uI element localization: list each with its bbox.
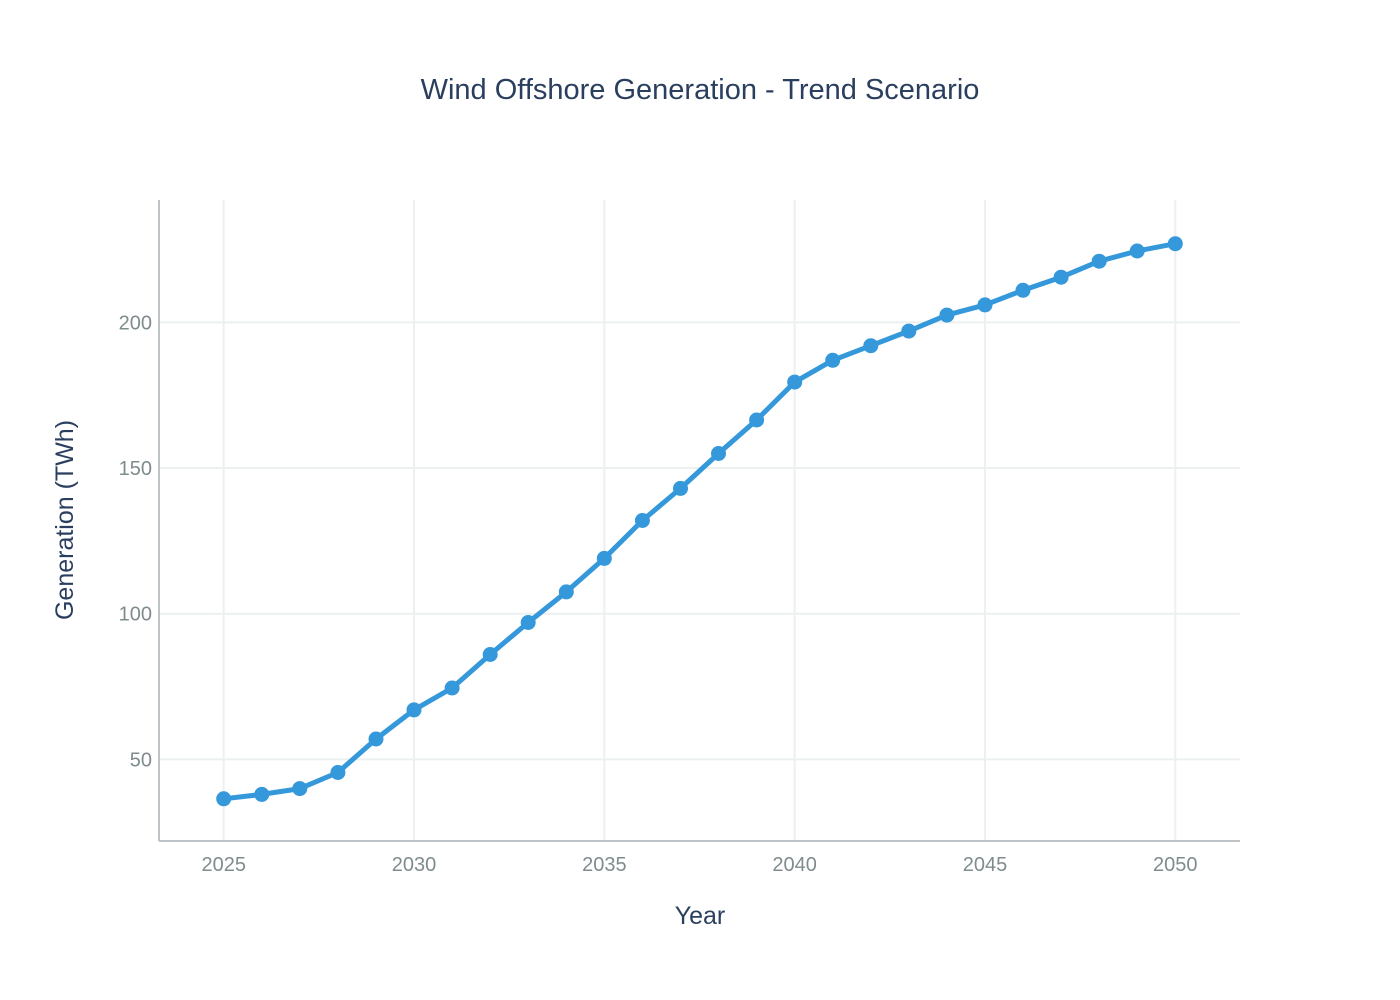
data-point (1167, 236, 1183, 252)
data-point (863, 338, 879, 354)
data-point (901, 323, 917, 339)
data-point (749, 412, 765, 428)
data-point (254, 786, 270, 802)
y-axis-title: Generation (TWh) (51, 420, 79, 620)
series-line-wind-offshore (221, 241, 1178, 802)
x-tick-label: 2040 (772, 854, 817, 876)
data-point (673, 480, 688, 496)
data-point (292, 781, 308, 797)
data-point (444, 680, 460, 696)
data-point (825, 352, 841, 368)
marker-layer (216, 236, 1183, 807)
data-point (596, 550, 612, 566)
x-axis-title: Year (675, 902, 726, 930)
data-point (1015, 282, 1031, 298)
data-point (216, 791, 232, 807)
data-point (368, 731, 384, 747)
data-point (711, 446, 726, 461)
chart-title: Wind Offshore Generation - Trend Scenari… (421, 74, 980, 106)
data-point (406, 702, 422, 718)
x-tick-label: 2030 (392, 854, 437, 876)
data-point (1091, 253, 1107, 269)
data-point (939, 307, 955, 323)
data-point (520, 615, 536, 630)
y-tick-label: 200 (119, 312, 152, 334)
data-point (977, 297, 993, 313)
data-point (330, 765, 346, 780)
data-point (482, 647, 498, 662)
y-tick-label: 150 (119, 458, 152, 480)
grid-layer (159, 200, 1240, 841)
data-point (634, 513, 650, 528)
y-tick-label: 50 (130, 749, 152, 771)
x-tick-label: 2035 (582, 854, 627, 876)
x-tick-label: 2050 (1153, 854, 1198, 876)
data-point (1053, 269, 1069, 285)
y-tick-label: 100 (119, 604, 152, 626)
tick-layer: 2025 2030 2035 2040 2045 2050 50 100 150 200 (119, 312, 1198, 876)
data-point (1129, 243, 1145, 259)
x-tick-label: 2045 (963, 854, 1008, 876)
x-tick-label: 2025 (201, 854, 246, 876)
data-point (558, 584, 574, 600)
data-point (787, 374, 803, 390)
